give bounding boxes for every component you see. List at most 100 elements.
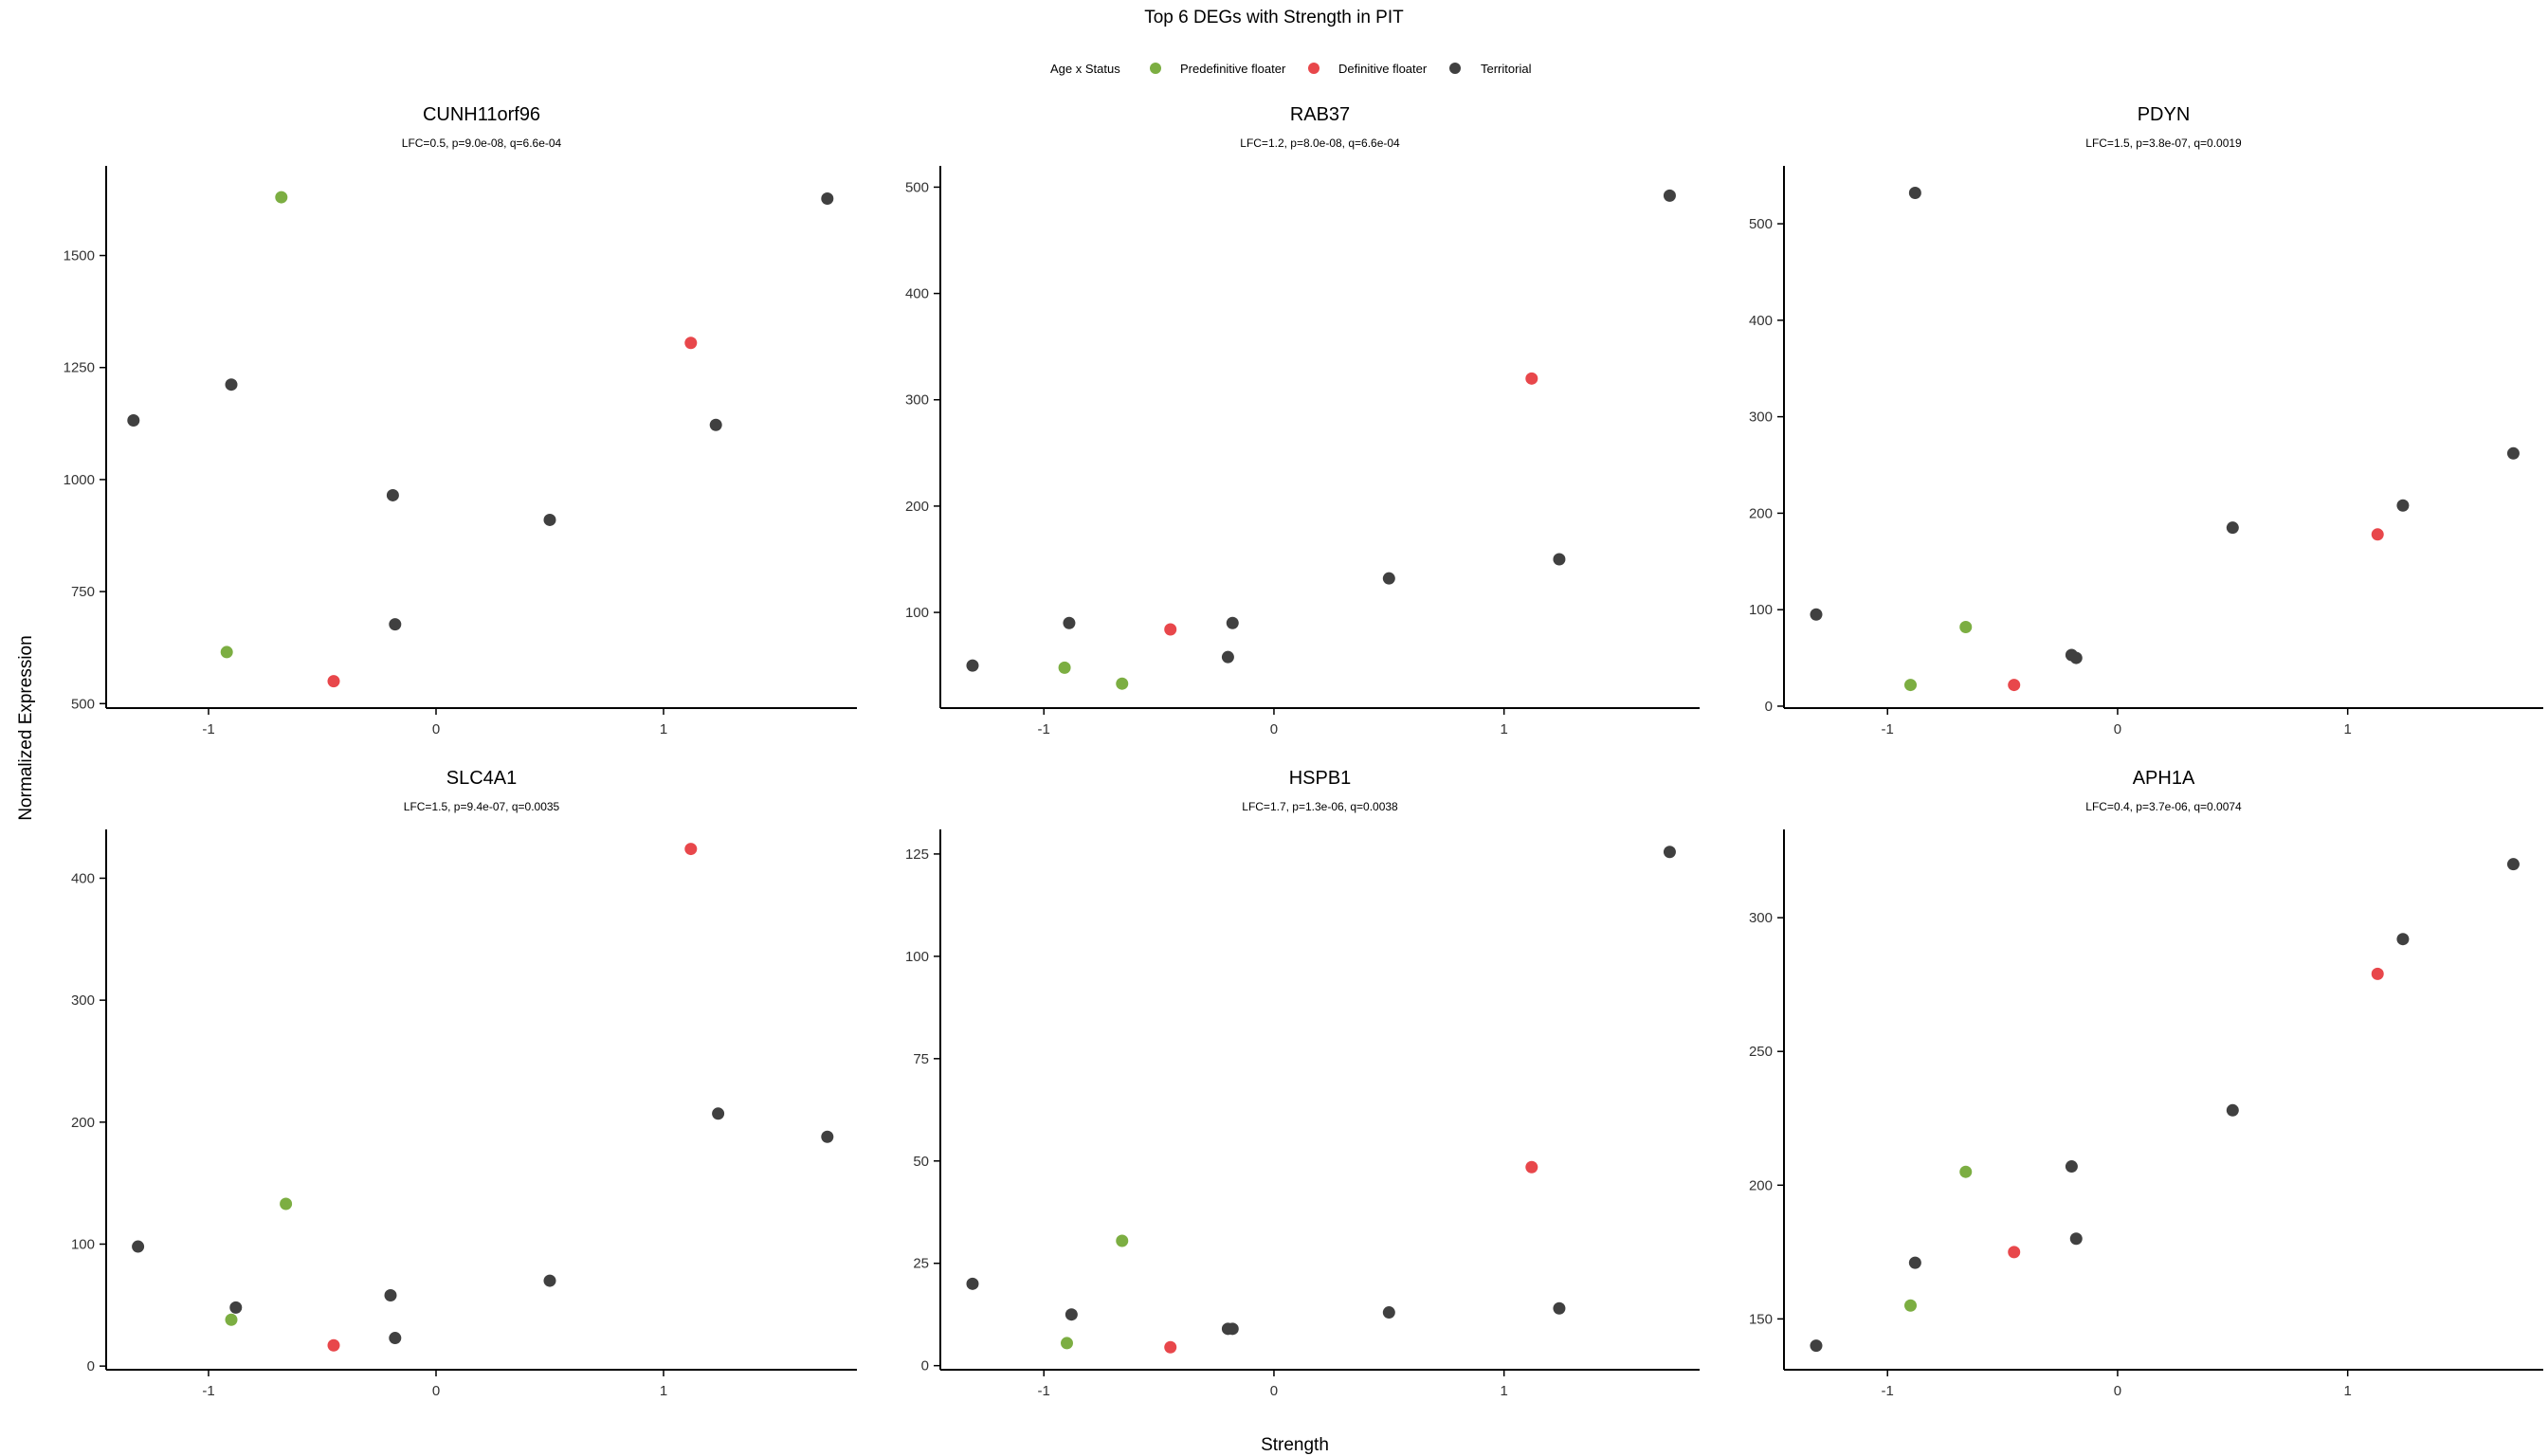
point-definitive-floater <box>2371 967 2384 980</box>
point-territorial <box>966 1277 979 1290</box>
y-tick-label: 75 <box>913 1051 929 1067</box>
y-tick-label: 0 <box>87 1358 95 1374</box>
x-tick-label: 1 <box>1501 721 1508 737</box>
y-tick-label: 0 <box>1765 699 1773 715</box>
point-territorial <box>2396 499 2410 512</box>
panel-subtitle: LFC=0.5, p=9.0e-08, q=6.6e-04 <box>402 136 562 150</box>
point-territorial <box>2396 933 2410 946</box>
x-tick-label: 0 <box>1270 721 1278 737</box>
point-territorial <box>127 414 140 428</box>
point-territorial <box>1908 1256 1921 1269</box>
legend-label-territorial: Territorial <box>1481 62 1532 76</box>
x-tick-label: 1 <box>2344 1383 2352 1399</box>
panel-subtitle: LFC=1.5, p=9.4e-07, q=0.0035 <box>404 800 560 813</box>
point-definitive-floater <box>1164 1340 1177 1354</box>
panel-title: RAB37 <box>1290 104 1350 125</box>
point-territorial <box>1553 1301 1566 1315</box>
panel-slc4a1: SLC4A1 LFC=1.5, p=9.4e-07, q=0.0035 -1 0 1 0 1… <box>71 768 857 1399</box>
x-tick-label: -1 <box>1038 1383 1050 1399</box>
x-tick-label: 1 <box>2344 721 2352 737</box>
y-tick-label: 250 <box>1749 1044 1773 1060</box>
point-territorial <box>1382 572 1395 585</box>
legend-marker-territorial <box>1449 63 1461 74</box>
point-definitive-floater <box>1525 1160 1538 1174</box>
x-tick-label: 0 <box>2114 1383 2121 1399</box>
panel-subtitle: LFC=1.2, p=8.0e-08, q=6.6e-04 <box>1240 136 1400 150</box>
point-territorial <box>2069 651 2083 664</box>
y-tick-label: 200 <box>1749 1177 1773 1193</box>
y-tick-label: 1000 <box>64 472 95 488</box>
panel-cunh11orf96: CUNH11orf96 LFC=0.5, p=9.0e-08, q=6.6e-04… <box>64 104 857 737</box>
y-tick-label: 200 <box>905 499 929 515</box>
y-tick-label: 100 <box>905 605 929 621</box>
x-tick-label: -1 <box>202 1383 214 1399</box>
point-territorial <box>709 418 722 431</box>
y-tick-label: 25 <box>913 1256 929 1272</box>
x-tick-label: 1 <box>1501 1383 1508 1399</box>
y-tick-label: 500 <box>1749 216 1773 232</box>
point-territorial <box>1382 1306 1395 1320</box>
y-tick-label: 400 <box>905 286 929 302</box>
legend-label-predefinitive: Predefinitive floater <box>1180 62 1286 76</box>
point-territorial <box>2226 521 2239 535</box>
point-predefinitive-floater <box>1959 1165 1973 1178</box>
y-tick-label: 300 <box>905 392 929 409</box>
x-tick-label: 0 <box>432 721 440 737</box>
point-territorial <box>229 1301 243 1314</box>
legend: Age x Status Predefinitive floater Defin… <box>1050 62 1532 76</box>
y-tick-label: 400 <box>1749 313 1773 329</box>
point-territorial <box>1553 553 1566 566</box>
y-tick-label: 125 <box>905 846 929 863</box>
point-predefinitive-floater <box>1904 679 1917 692</box>
point-definitive-floater <box>684 843 698 856</box>
point-predefinitive-floater <box>1904 1299 1917 1312</box>
x-tick-label: -1 <box>1882 1383 1894 1399</box>
point-territorial <box>543 1274 556 1287</box>
point-definitive-floater <box>2371 528 2384 541</box>
y-tick-label: 1500 <box>64 248 95 264</box>
x-tick-label: -1 <box>202 721 214 737</box>
point-territorial <box>389 1332 402 1345</box>
panel-title: PDYN <box>2138 104 2191 125</box>
x-tick-label: 1 <box>660 721 667 737</box>
legend-marker-definitive <box>1308 63 1320 74</box>
point-territorial <box>2069 1232 2083 1246</box>
point-territorial <box>1810 608 1823 621</box>
point-territorial <box>384 1289 397 1302</box>
panel-hspb1: HSPB1 LFC=1.7, p=1.3e-06, q=0.0038 -1 0 1 0 25… <box>905 768 1700 1399</box>
point-territorial <box>1663 189 1676 202</box>
x-tick-label: 0 <box>432 1383 440 1399</box>
point-territorial <box>712 1107 725 1120</box>
point-territorial <box>386 488 399 501</box>
y-tick-label: 50 <box>913 1154 929 1170</box>
point-definitive-floater <box>1164 623 1177 636</box>
panel-aph1a: APH1A LFC=0.4, p=3.7e-06, q=0.0074 -1 0 1 150… <box>1749 768 2543 1399</box>
point-territorial <box>2065 1160 2078 1174</box>
point-territorial <box>2226 1103 2239 1117</box>
point-predefinitive-floater <box>220 646 233 659</box>
y-tick-label: 500 <box>71 696 95 712</box>
panel-title: SLC4A1 <box>446 768 518 789</box>
x-tick-label: -1 <box>1882 721 1894 737</box>
y-tick-label: 0 <box>921 1358 929 1374</box>
point-predefinitive-floater <box>280 1197 293 1210</box>
point-definitive-floater <box>1525 372 1538 385</box>
x-tick-label: -1 <box>1038 721 1050 737</box>
x-tick-label: 0 <box>2114 721 2121 737</box>
panel-title: CUNH11orf96 <box>423 104 540 125</box>
y-axis-title: Normalized Expression <box>16 635 36 820</box>
panel-subtitle: LFC=0.4, p=3.7e-06, q=0.0074 <box>2085 800 2242 813</box>
panels: CUNH11orf96 LFC=0.5, p=9.0e-08, q=6.6e-04… <box>64 104 2543 1399</box>
y-tick-label: 100 <box>1749 602 1773 618</box>
panel-rab37: RAB37 LFC=1.2, p=8.0e-08, q=6.6e-04 -1 0 1 10… <box>905 104 1700 737</box>
point-territorial <box>1063 616 1076 629</box>
y-tick-label: 100 <box>71 1236 95 1252</box>
point-predefinitive-floater <box>275 191 288 204</box>
point-territorial <box>1908 186 1921 199</box>
point-definitive-floater <box>684 337 698 350</box>
y-tick-label: 200 <box>71 1115 95 1131</box>
x-axis-title: Strength <box>1261 1435 1329 1455</box>
point-predefinitive-floater <box>225 1313 238 1326</box>
y-tick-label: 750 <box>71 584 95 600</box>
